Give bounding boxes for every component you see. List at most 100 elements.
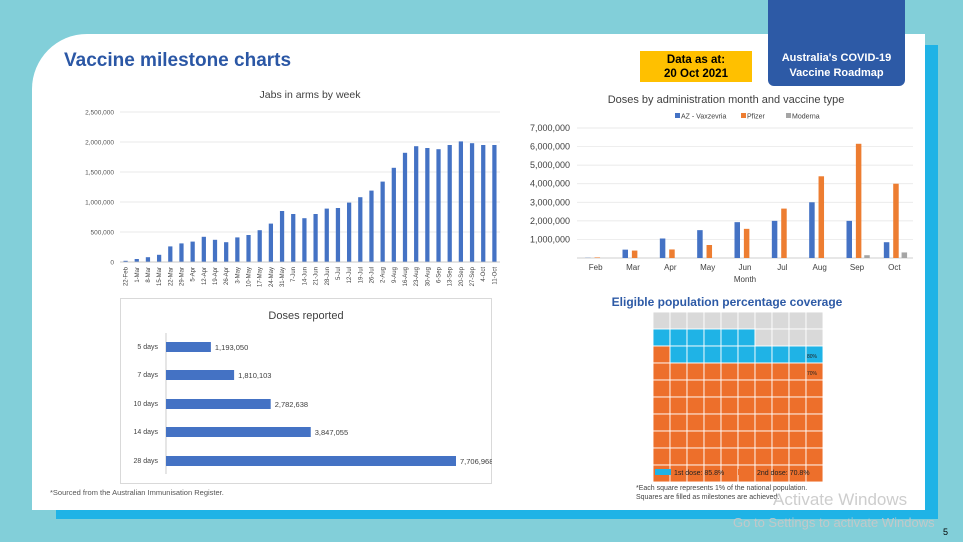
waffle-cell xyxy=(669,362,688,381)
waffle-cell xyxy=(703,345,722,364)
bar xyxy=(436,149,441,262)
waffle-cell xyxy=(720,379,739,398)
x-tick-label: 9-Aug xyxy=(392,267,398,283)
waffle-cell xyxy=(720,413,739,432)
waffle-cell xyxy=(805,328,824,347)
bar xyxy=(166,456,456,466)
data-label: 3,847,055 xyxy=(315,428,348,437)
x-axis-title: Month xyxy=(734,275,756,284)
legend-swatch xyxy=(738,469,754,475)
waffle-cell xyxy=(754,328,773,347)
bar xyxy=(134,259,139,262)
bar xyxy=(883,242,890,258)
bar xyxy=(743,228,750,258)
bar xyxy=(818,176,825,258)
waffle-cell xyxy=(754,413,773,432)
page-number: 5 xyxy=(943,527,949,537)
waffle-cell xyxy=(788,447,807,466)
chart-title: Doses by administration month and vaccin… xyxy=(608,94,845,106)
y-tick-label: 2,500,000 xyxy=(85,110,114,117)
bar xyxy=(145,257,151,262)
x-tick-label: Jul xyxy=(777,263,787,272)
legend-swatch xyxy=(786,113,791,118)
chart-title: Eligible population percentage coverage xyxy=(612,295,843,309)
x-tick-label: Mar xyxy=(626,263,640,272)
data-label: 1,810,103 xyxy=(238,371,271,380)
x-tick-label: 8-Mar xyxy=(146,267,152,283)
waffle-cell xyxy=(788,311,807,330)
waffle-cell xyxy=(771,328,790,347)
waffle-cell xyxy=(805,311,824,330)
bar xyxy=(669,249,675,258)
activate-windows-hint: Go to Settings to activate Windows xyxy=(733,515,935,530)
x-tick-label: 29-Mar xyxy=(179,267,185,286)
bar xyxy=(697,230,703,258)
waffle-cell xyxy=(669,345,688,364)
waffle-cell xyxy=(720,430,739,449)
roadmap-line2: Vaccine Roadmap xyxy=(789,67,884,79)
waffle-cell xyxy=(754,345,773,364)
bar xyxy=(123,260,128,262)
coverage-waffle-chart: Eligible population percentage coverage 8… xyxy=(612,295,843,483)
waffle-cell xyxy=(652,413,671,432)
x-tick-label: 19-Apr xyxy=(213,267,219,285)
y-tick-label: 2,000,000 xyxy=(530,216,570,226)
x-tick-label: 11-Oct xyxy=(492,267,498,285)
waffle-cell xyxy=(805,464,824,483)
x-tick-label: Feb xyxy=(589,263,603,272)
roadmap-tab: Australia's COVID-19 Vaccine Roadmap xyxy=(768,0,905,86)
waffle-cell xyxy=(686,430,705,449)
waffle-cell xyxy=(669,311,688,330)
x-tick-label: 12-Apr xyxy=(202,267,208,285)
bar xyxy=(257,230,262,262)
category-label: 14 days xyxy=(133,429,158,436)
waffle-cell xyxy=(703,447,722,466)
x-tick-label: 21-Jun xyxy=(314,267,320,285)
y-tick-label: 500,000 xyxy=(91,230,115,237)
waffle-cell xyxy=(686,396,705,415)
waffle-cell xyxy=(754,396,773,415)
waffle-cell xyxy=(788,413,807,432)
bar xyxy=(335,208,341,262)
y-tick-label: 5,000,000 xyxy=(530,160,570,170)
chart-title: Doses reported xyxy=(268,310,343,322)
bar xyxy=(734,222,740,258)
jabs-weekly-chart: Jabs in arms by week 0 500,000 1,000,000 1,5… xyxy=(85,89,500,287)
x-tick-label: 10-May xyxy=(247,267,253,287)
date-value: 20 Oct 2021 xyxy=(664,68,728,80)
marker-label: 80% xyxy=(807,354,818,360)
waffle-cell xyxy=(805,379,824,398)
waffle-cell xyxy=(669,413,688,432)
waffle-cell xyxy=(805,396,824,415)
y-tick-label: 0 xyxy=(110,260,114,267)
x-tick-label: 7-Jun xyxy=(291,267,297,282)
waffle-cell xyxy=(737,311,756,330)
waffle-cell xyxy=(652,311,671,330)
x-tick-label: May xyxy=(700,263,715,272)
x-tick-label: 17-May xyxy=(258,267,264,287)
source-footnote: *Sourced from the Australian Immunisatio… xyxy=(50,488,224,497)
waffle-cell xyxy=(805,413,824,432)
waffle-cell xyxy=(669,396,688,415)
bar xyxy=(358,197,363,262)
waffle-cell xyxy=(788,396,807,415)
waffle-cell xyxy=(686,362,705,381)
bar xyxy=(414,146,419,262)
waffle-cell xyxy=(669,430,688,449)
bar xyxy=(166,370,235,380)
waffle-cell xyxy=(737,379,756,398)
bar xyxy=(156,254,162,262)
waffle-cell xyxy=(788,362,807,381)
waffle-cell xyxy=(669,328,688,347)
x-tick-label: 23-Aug xyxy=(414,267,420,286)
page-title: Vaccine milestone charts xyxy=(64,50,292,71)
x-tick-label: 1-Mar xyxy=(135,267,141,283)
waffle-cell xyxy=(754,362,773,381)
bar xyxy=(224,242,229,262)
activate-windows-watermark: Activate Windows xyxy=(773,490,908,509)
roadmap-line1: Australia's COVID-19 xyxy=(781,52,892,64)
bar xyxy=(268,223,274,262)
waffle-cell xyxy=(669,379,688,398)
waffle-footnote: *Each square represents 1% of the nation… xyxy=(636,484,807,502)
x-tick-label: 28-Jun xyxy=(325,267,331,285)
